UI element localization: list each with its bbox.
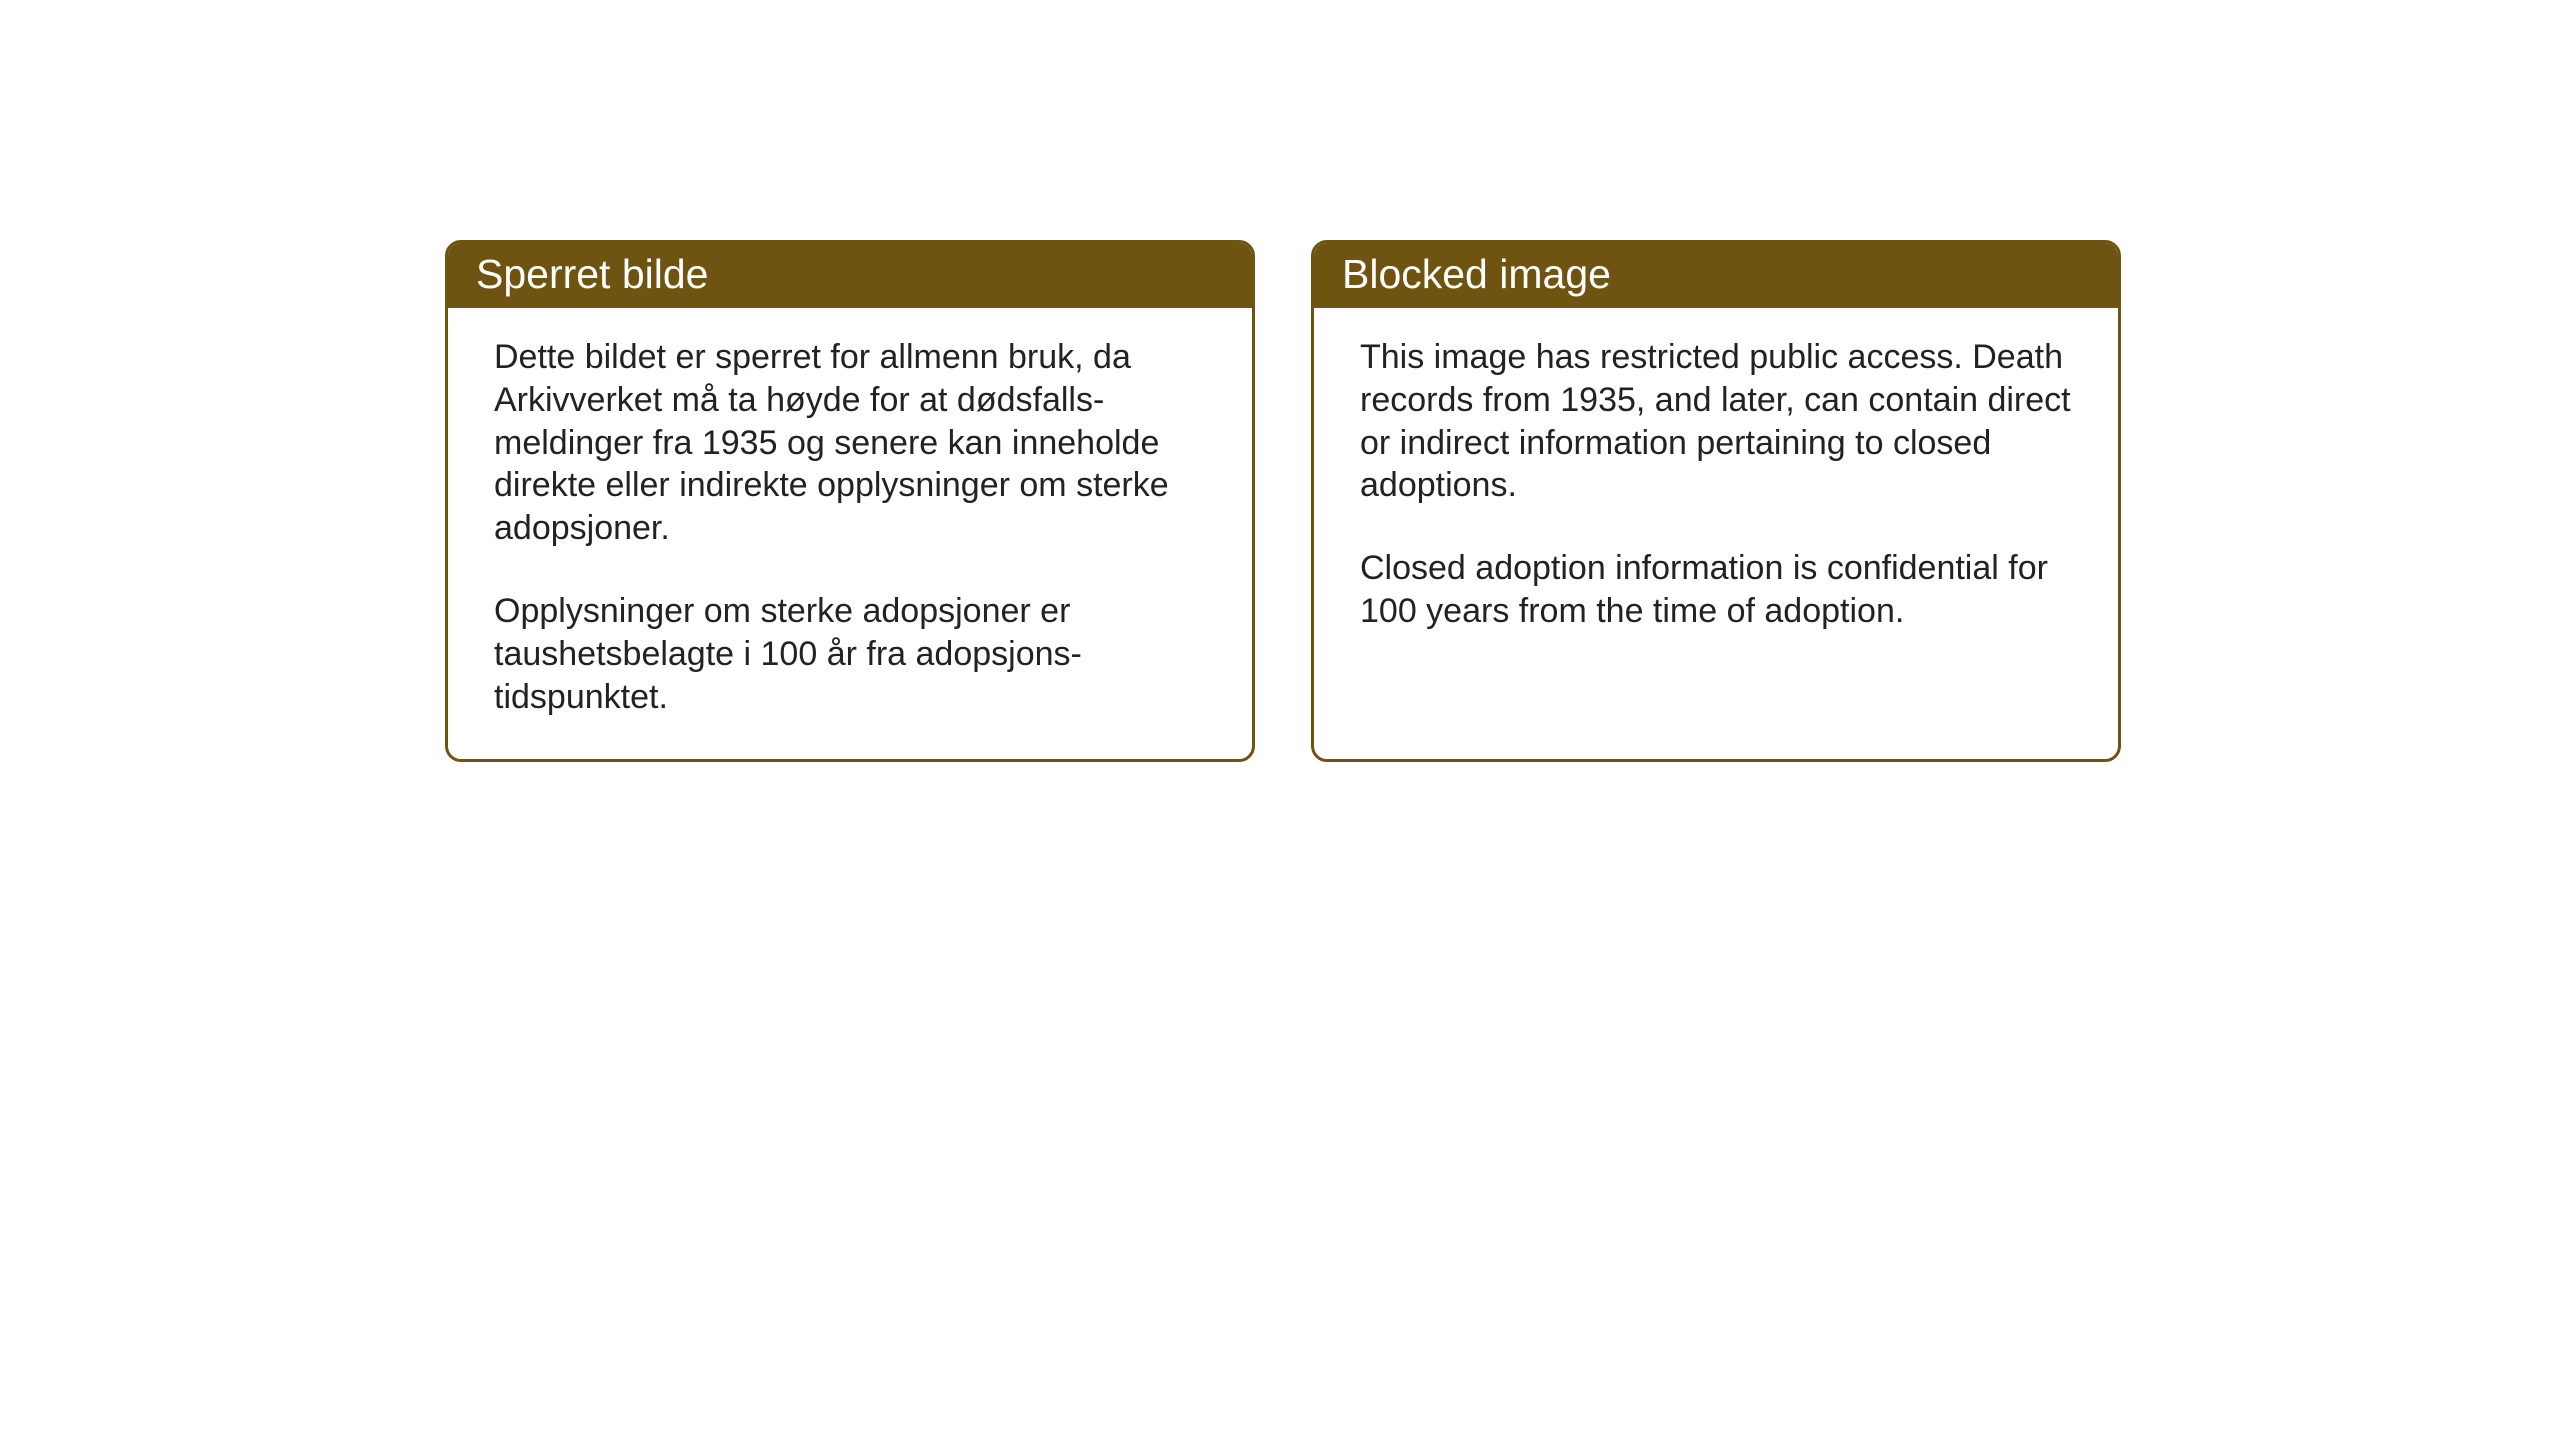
notice-paragraph: Dette bildet er sperret for allmenn bruk… [494, 336, 1206, 550]
notice-header-english: Blocked image [1314, 243, 2118, 308]
notice-body-norwegian: Dette bildet er sperret for allmenn bruk… [448, 308, 1252, 759]
notice-header-norwegian: Sperret bilde [448, 243, 1252, 308]
notice-paragraph: This image has restricted public access.… [1360, 336, 2072, 507]
notice-container: Sperret bilde Dette bildet er sperret fo… [445, 240, 2121, 762]
notice-body-english: This image has restricted public access.… [1314, 308, 2118, 673]
notice-box-norwegian: Sperret bilde Dette bildet er sperret fo… [445, 240, 1255, 762]
notice-paragraph: Opplysninger om sterke adopsjoner er tau… [494, 590, 1206, 718]
notice-box-english: Blocked image This image has restricted … [1311, 240, 2121, 762]
notice-paragraph: Closed adoption information is confident… [1360, 547, 2072, 633]
